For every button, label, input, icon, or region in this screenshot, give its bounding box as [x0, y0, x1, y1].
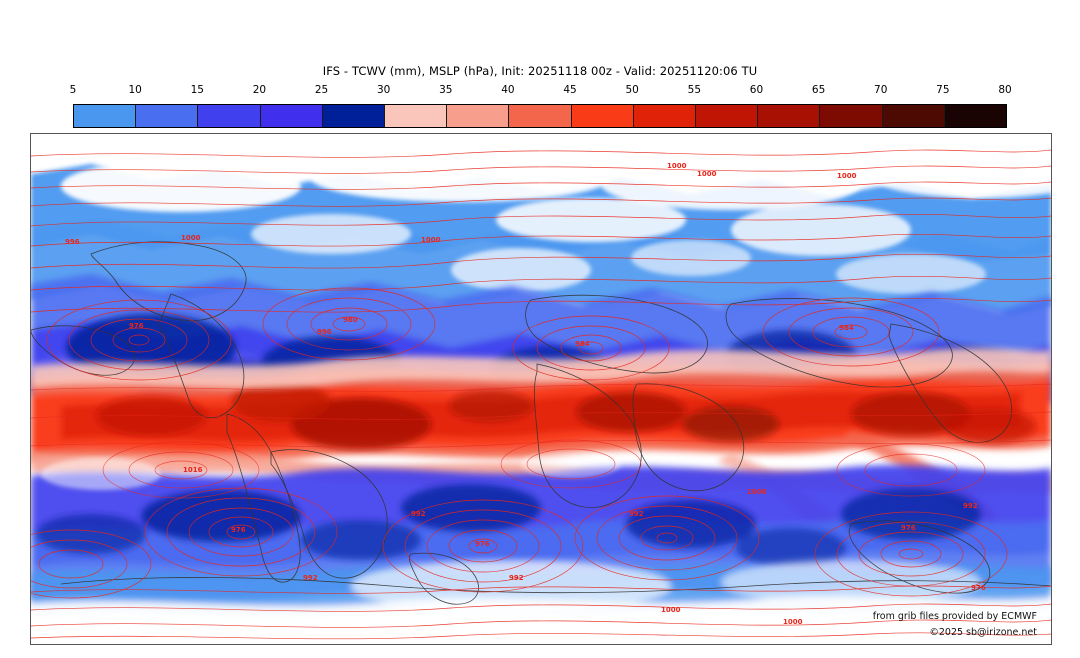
svg-text:1000: 1000	[181, 234, 201, 242]
isobar-labels: 996 1000 1000 1000 1000 1000 976 980 984…	[65, 162, 986, 626]
svg-text:992: 992	[509, 574, 524, 582]
colorbar-swatch-25-30	[322, 105, 386, 127]
colorbar-tick-70: 70	[874, 84, 888, 96]
colorbar-swatch-10-15	[136, 105, 199, 127]
source-credit: from grib files provided by ECMWF	[872, 611, 1037, 622]
svg-text:1016: 1016	[183, 466, 203, 474]
colorbar-swatch-60-65	[758, 105, 821, 127]
tcwv-field: 996 1000 1000 1000 1000 1000 976 980 984…	[31, 134, 1051, 644]
svg-text:992: 992	[629, 510, 644, 518]
svg-text:980: 980	[343, 316, 358, 324]
svg-text:976: 976	[971, 584, 986, 592]
svg-text:1000: 1000	[747, 488, 767, 496]
svg-text:992: 992	[411, 510, 426, 518]
svg-text:992: 992	[963, 502, 978, 510]
colorbar-swatch-15-20	[198, 105, 261, 127]
svg-text:976: 976	[129, 322, 144, 330]
weather-map[interactable]: 996 1000 1000 1000 1000 1000 976 980 984…	[30, 133, 1052, 645]
colorbar-tick-35: 35	[439, 84, 453, 96]
svg-text:996: 996	[65, 238, 80, 246]
svg-text:984: 984	[839, 324, 854, 332]
colorbar-tick-10: 10	[128, 84, 142, 96]
mslp-contours	[31, 149, 1051, 640]
colorbar-tick-55: 55	[687, 84, 702, 96]
colorbar-swatch-45-50	[571, 105, 634, 127]
colorbar-tick-80: 80	[998, 84, 1012, 96]
page-title: IFS - TCWV (mm), MSLP (hPa), Init: 20251…	[322, 64, 758, 78]
colorbar-swatch-75-80	[944, 105, 1007, 127]
colorbar-tick-labels: 5 10 15 20 25 30 35 40 45 50 55 60 65 70 75 80	[69, 84, 1012, 100]
svg-text:1000: 1000	[837, 172, 857, 180]
svg-text:1000: 1000	[667, 162, 687, 170]
svg-text:1000: 1000	[783, 618, 803, 626]
colorbar-tick-20: 20	[252, 84, 267, 96]
svg-text:1000: 1000	[697, 170, 717, 178]
svg-text:1000: 1000	[421, 236, 441, 244]
svg-text:992: 992	[303, 574, 318, 582]
colorbar-swatch-50-55	[633, 105, 697, 127]
colorbar-tick-45: 45	[563, 84, 577, 96]
svg-text:976: 976	[475, 540, 490, 548]
colorbar-tick-5: 5	[69, 84, 77, 96]
colorbar-tick-50: 50	[625, 84, 639, 96]
svg-text:984: 984	[575, 340, 590, 348]
colorbar-tick-65: 65	[811, 84, 826, 96]
svg-text:976: 976	[901, 524, 916, 532]
colorbar-swatch-40-45	[509, 105, 572, 127]
colorbar-swatch-20-25	[260, 105, 323, 127]
map-canvas: 996 1000 1000 1000 1000 1000 976 980 984…	[31, 134, 1051, 644]
colorbar-swatch-30-35	[385, 105, 448, 127]
colorbar-tick-25: 25	[314, 84, 329, 96]
colorbar-tick-75: 75	[936, 84, 950, 96]
svg-text:1000: 1000	[661, 606, 681, 614]
colorbar-swatch-35-40	[447, 105, 510, 127]
colorbar-swatch-65-70	[820, 105, 883, 127]
colorbar-gradient	[73, 104, 1007, 128]
colorbar-legend: 5 10 15 20 25 30 35 40 45 50 55 60 65 70 75 80	[69, 84, 1012, 128]
colorbar-tick-40: 40	[501, 84, 515, 96]
svg-text:976: 976	[231, 526, 246, 534]
copyright-credit: ©2025 sb@irizone.net	[929, 627, 1037, 638]
colorbar-tick-60: 60	[749, 84, 764, 96]
colorbar-swatch-5-10	[74, 105, 137, 127]
colorbar-tick-15: 15	[190, 84, 204, 96]
coastlines	[31, 241, 1051, 605]
colorbar-swatch-70-75	[882, 105, 945, 127]
colorbar-swatch-55-60	[696, 105, 759, 127]
svg-text:996: 996	[317, 328, 332, 336]
colorbar-tick-30: 30	[376, 84, 391, 96]
